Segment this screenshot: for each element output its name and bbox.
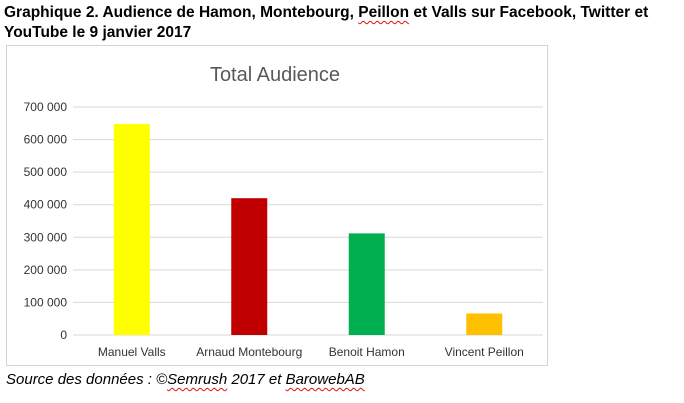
y-tick-label: 400 000 [24,198,68,212]
chart-area: Total Audience 0 100 000 200 000 300 000 400… [6,45,548,366]
y-tick-label: 500 000 [24,165,68,179]
chart-title: Total Audience [210,64,340,86]
y-axis-ticks: 0 100 000 200 000 300 000 400 000 500 000 600 … [24,100,68,342]
gridlines [73,106,543,336]
x-tick-label: Benoit Hamon [329,345,405,359]
y-tick-label: 0 [60,328,67,342]
bar-vincent-peillon [466,313,503,335]
bar-manuel-valls [113,123,150,336]
source-prefix: Source des données : © [6,371,168,388]
x-tick-label: Arnaud Montebourg [196,345,302,359]
heading-text-1: Graphique 2. Audience de Hamon, Montebou… [4,4,359,21]
figure-heading: Graphique 2. Audience de Hamon, Montebou… [4,3,680,43]
x-tick-label: Vincent Peillon [445,345,524,359]
x-tick-label: Manuel Valls [98,345,166,359]
bar-benoit-hamon [348,233,385,335]
bars [113,123,503,336]
source-barowebab: BarowebAB [285,371,365,388]
y-tick-label: 600 000 [24,133,68,147]
source-semrush: Semrush [167,371,228,388]
y-tick-label: 700 000 [24,100,68,114]
source-note: Source des données : ©Semrush 2017 et Ba… [6,371,365,388]
heading-text-3: et Valls sur Facebook, Twitter et YouTub… [4,4,649,41]
y-tick-label: 100 000 [24,295,68,309]
source-middle: 2017 et [227,371,286,388]
y-tick-label: 300 000 [24,230,68,244]
y-tick-label: 200 000 [24,263,68,277]
heading-text-2: Peillon [358,4,410,21]
bar-chart: Total Audience 0 100 000 200 000 300 000 400… [24,64,543,359]
x-axis-ticks: Manuel Valls Arnaud Montebourg Benoit Hamo… [98,345,524,359]
bar-arnaud-montebourg [231,198,268,335]
